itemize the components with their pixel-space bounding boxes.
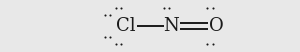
Text: Cl: Cl — [116, 17, 136, 35]
Text: N: N — [163, 17, 179, 35]
Text: O: O — [208, 17, 224, 35]
